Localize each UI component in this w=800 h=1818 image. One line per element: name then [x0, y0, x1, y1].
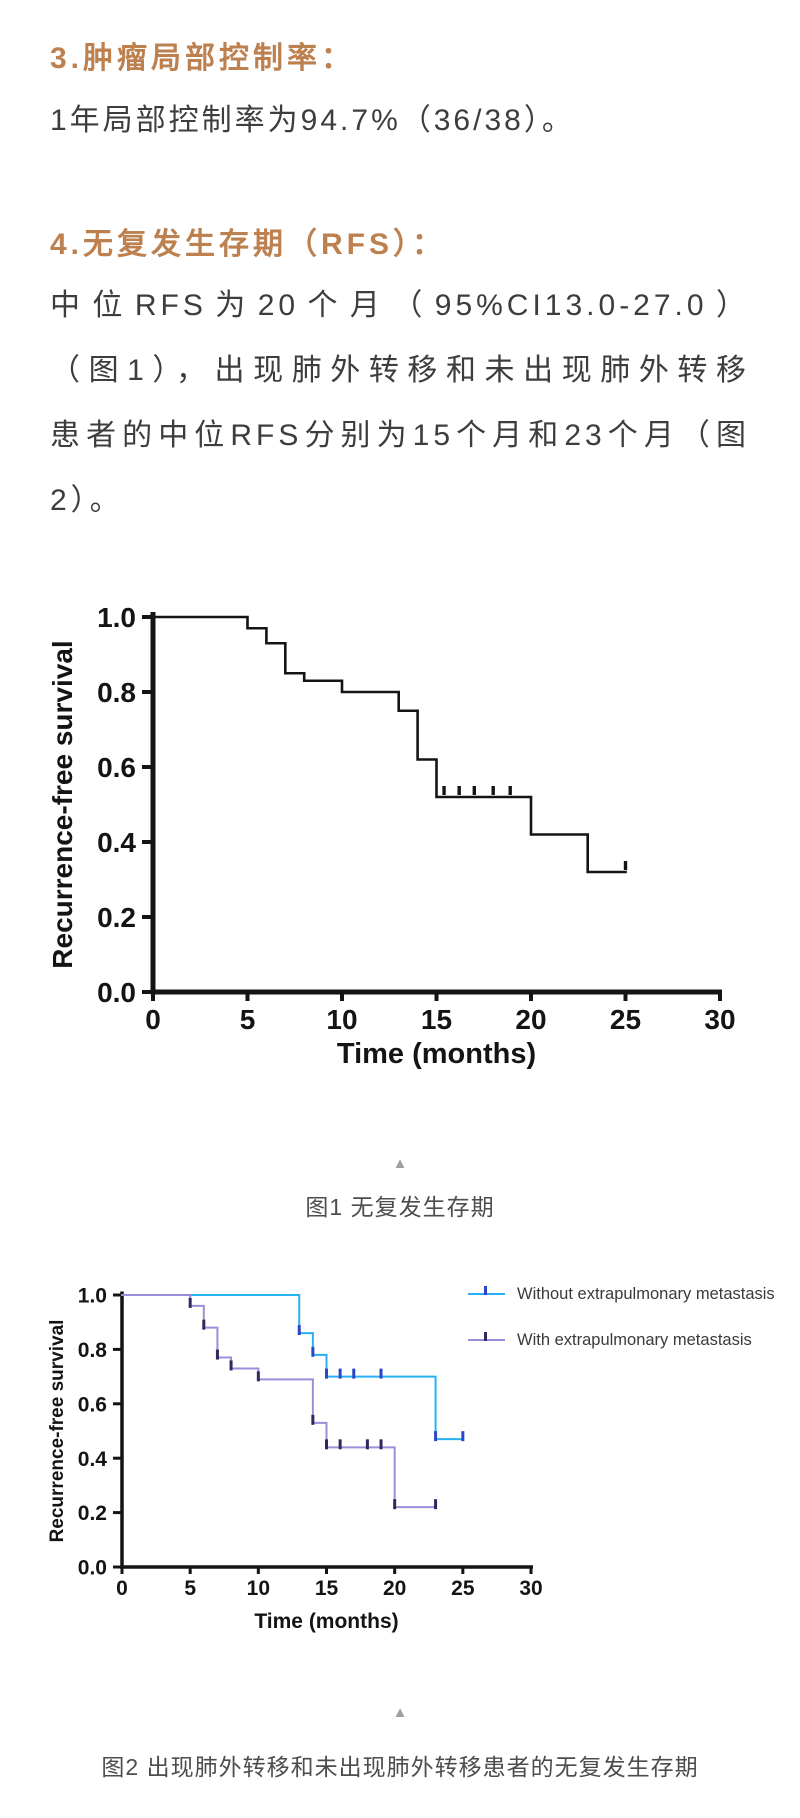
svg-text:0.4: 0.4 — [78, 1448, 108, 1471]
svg-text:5: 5 — [184, 1577, 196, 1600]
section-heading-rfs: 4.无复发生存期（RFS）： — [50, 228, 447, 261]
svg-text:1.0: 1.0 — [97, 602, 136, 633]
svg-text:20: 20 — [515, 1004, 546, 1035]
svg-text:0.0: 0.0 — [78, 1557, 107, 1580]
y-axis-label: Recurrence-free survival — [47, 640, 78, 968]
legend-item-with-metastasis: With extrapulmonary metastasis — [468, 1331, 752, 1349]
svg-text:0.6: 0.6 — [78, 1393, 107, 1416]
svg-text:0: 0 — [116, 1577, 128, 1600]
figure1-km-chart: 0.0 0.2 0.4 0.6 0.8 1.0 0 5 10 15 20 25 30 Time (mont… — [47, 602, 736, 1070]
y-axis-label: Recurrence-free survival — [47, 1320, 68, 1543]
svg-text:10: 10 — [326, 1004, 357, 1035]
svg-text:0.0: 0.0 — [97, 977, 136, 1008]
censor-tick-icon — [484, 1331, 487, 1341]
legend-line-purple — [468, 1331, 505, 1342]
km-series-0 — [151, 615, 627, 874]
svg-text:0.4: 0.4 — [97, 827, 136, 858]
legend-line-blue — [468, 1285, 505, 1296]
censor-tick-icon — [484, 1285, 487, 1295]
figure2-caption: 图2 出现肺外转移和未出现肺外转移患者的无复发生存期 — [101, 1754, 699, 1780]
rfs-paragraph: 中位RFS为20个月（95%CI13.0-27.0） （图1），出现肺外转移和未… — [50, 273, 750, 533]
svg-text:5: 5 — [240, 1004, 256, 1035]
figure1-caption: 图1 无复发生存期 — [305, 1194, 495, 1220]
local-control-rate-text: 1年局部控制率为94.7%（36/38）。 — [50, 104, 575, 137]
svg-text:10: 10 — [247, 1577, 270, 1600]
svg-text:20: 20 — [383, 1577, 406, 1600]
svg-text:0.2: 0.2 — [78, 1502, 107, 1525]
svg-text:25: 25 — [451, 1577, 475, 1600]
svg-text:25: 25 — [610, 1004, 641, 1035]
rfs-paragraph-line-1: 中位RFS为20个月（95%CI13.0-27.0） — [50, 289, 750, 322]
x-axis-label: Time (months) — [337, 1038, 536, 1070]
svg-text:0.6: 0.6 — [97, 752, 136, 783]
figure2-triangle-icon: ▲ — [392, 1704, 408, 1721]
legend-label-with-metastasis: With extrapulmonary metastasis — [517, 1330, 752, 1349]
svg-text:15: 15 — [315, 1577, 339, 1600]
svg-text:15: 15 — [421, 1004, 452, 1035]
figure2-km-chart: 0.0 0.2 0.4 0.6 0.8 1.0 0 5 10 15 20 25 30 Time (mont… — [47, 1285, 543, 1633]
svg-text:0: 0 — [145, 1004, 161, 1035]
figure1-triangle-icon: ▲ — [392, 1155, 408, 1172]
svg-text:30: 30 — [704, 1004, 735, 1035]
legend-label-without-metastasis: Without extrapulmonary metastasis — [517, 1284, 775, 1303]
km-series-0 — [121, 1294, 464, 1441]
section-heading-local-control: 3.肿瘤局部控制率： — [50, 42, 356, 75]
legend-item-without-metastasis: Without extrapulmonary metastasis — [468, 1285, 775, 1303]
x-axis-label: Time (months) — [254, 1610, 398, 1633]
svg-text:1.0: 1.0 — [78, 1285, 107, 1308]
svg-text:0.8: 0.8 — [78, 1339, 108, 1362]
rfs-paragraph-line-4: 2）。 — [50, 484, 124, 517]
km-series-1 — [121, 1294, 437, 1509]
rfs-paragraph-line-2: （图1），出现肺外转移和未出现肺外转移 — [50, 354, 750, 387]
rfs-paragraph-line-3: 患者的中位RFS分别为15个月和23个月（图 — [50, 419, 750, 452]
svg-text:0.2: 0.2 — [97, 902, 136, 933]
svg-text:30: 30 — [519, 1577, 542, 1600]
svg-text:0.8: 0.8 — [97, 677, 136, 708]
